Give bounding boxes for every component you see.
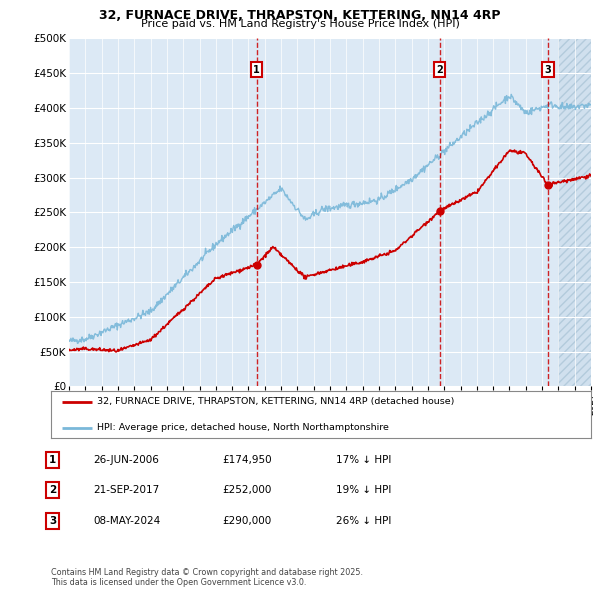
Text: 17% ↓ HPI: 17% ↓ HPI — [336, 455, 391, 464]
Text: 3: 3 — [49, 516, 56, 526]
Text: 26% ↓ HPI: 26% ↓ HPI — [336, 516, 391, 526]
Text: Contains HM Land Registry data © Crown copyright and database right 2025.
This d: Contains HM Land Registry data © Crown c… — [51, 568, 363, 587]
Text: 32, FURNACE DRIVE, THRAPSTON, KETTERING, NN14 4RP (detached house): 32, FURNACE DRIVE, THRAPSTON, KETTERING,… — [97, 397, 454, 406]
Text: 26-JUN-2006: 26-JUN-2006 — [93, 455, 159, 464]
Text: 19% ↓ HPI: 19% ↓ HPI — [336, 486, 391, 495]
Text: 21-SEP-2017: 21-SEP-2017 — [93, 486, 159, 495]
Text: 32, FURNACE DRIVE, THRAPSTON, KETTERING, NN14 4RP: 32, FURNACE DRIVE, THRAPSTON, KETTERING,… — [99, 9, 501, 22]
Text: £174,950: £174,950 — [222, 455, 272, 464]
Text: 3: 3 — [545, 65, 551, 75]
Text: 2: 2 — [436, 65, 443, 75]
Text: 08-MAY-2024: 08-MAY-2024 — [93, 516, 160, 526]
Bar — [559, 38, 591, 386]
Bar — [559, 38, 591, 386]
Text: £290,000: £290,000 — [222, 516, 271, 526]
Text: 2: 2 — [49, 486, 56, 495]
Text: 1: 1 — [253, 65, 260, 75]
Text: HPI: Average price, detached house, North Northamptonshire: HPI: Average price, detached house, Nort… — [97, 424, 389, 432]
Text: 1: 1 — [49, 455, 56, 464]
Text: Price paid vs. HM Land Registry's House Price Index (HPI): Price paid vs. HM Land Registry's House … — [140, 19, 460, 30]
Text: £252,000: £252,000 — [222, 486, 271, 495]
